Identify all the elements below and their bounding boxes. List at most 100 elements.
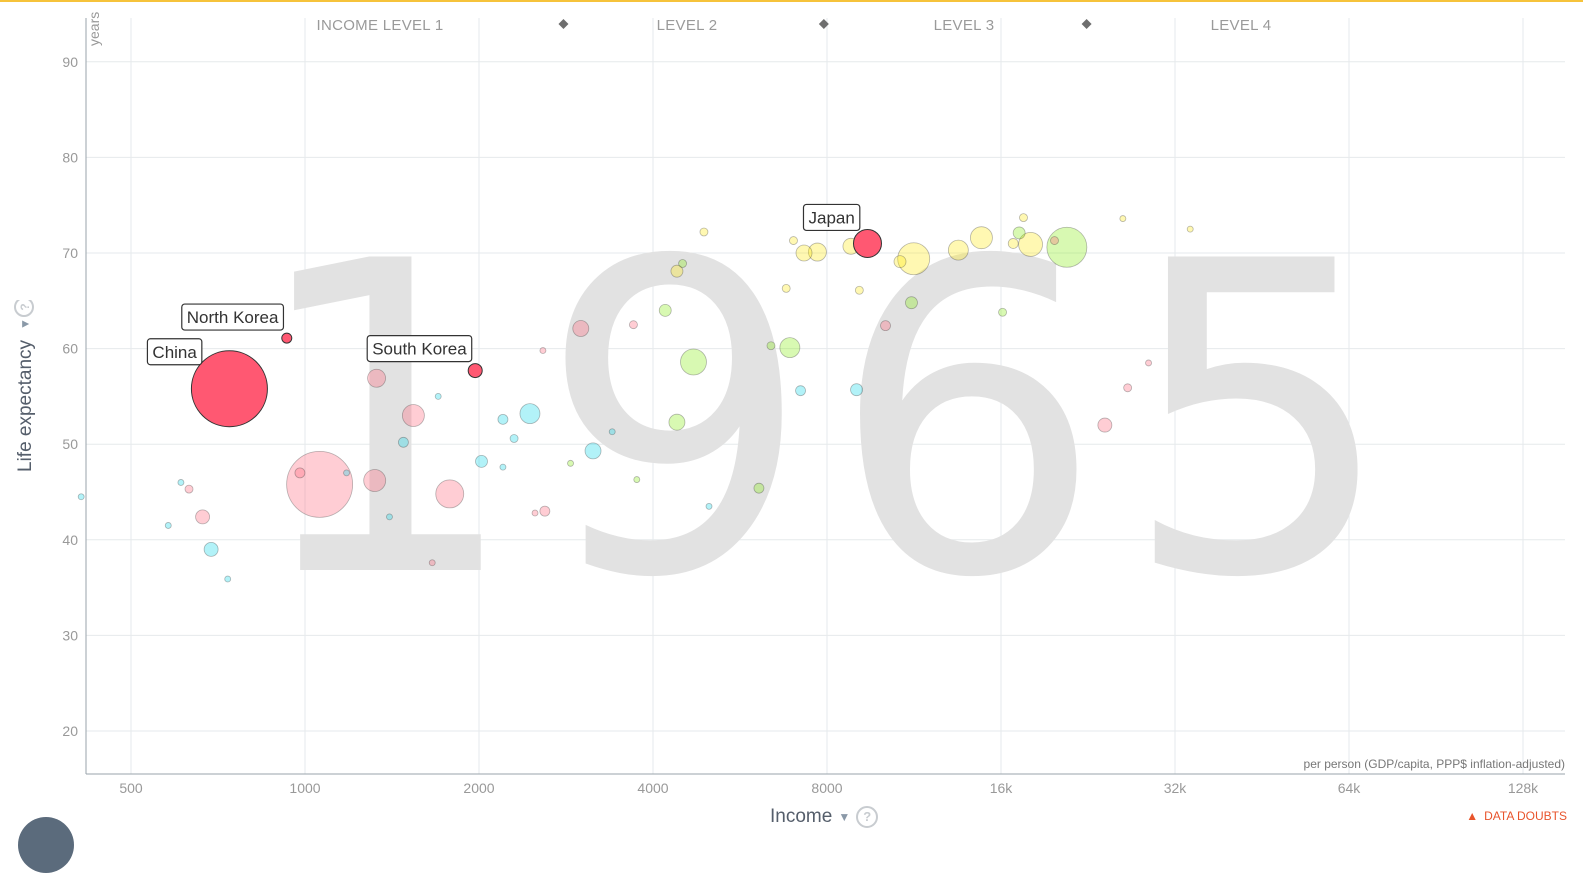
bubble-africa	[497, 413, 509, 425]
income-level-4-label: LEVEL 4	[1211, 17, 1272, 34]
bubble-africa	[386, 513, 393, 521]
bubble-asia	[1097, 417, 1113, 433]
bubble-europe	[1007, 238, 1019, 249]
bubble-asia	[1050, 236, 1059, 245]
bubble-asia	[363, 469, 387, 492]
bubble-asia	[1145, 359, 1152, 367]
x-tick-label: 32k	[1164, 780, 1188, 796]
bubble-asia	[401, 404, 425, 427]
bubble-label-box: Japan	[802, 203, 861, 232]
bubble-americas	[905, 296, 918, 310]
bubble-label-frame	[802, 203, 861, 232]
bubble-africa	[434, 392, 442, 400]
bubble-europe	[947, 239, 969, 261]
x-tick-label: 2000	[463, 780, 494, 796]
bubble-europe	[789, 236, 798, 245]
x-axis-title: Income	[770, 806, 833, 827]
menu-avatar-button[interactable]	[18, 817, 74, 873]
bubble-asia	[367, 368, 386, 388]
bubble-label-frame	[366, 334, 473, 363]
bubble-label-box: North Korea	[181, 303, 285, 331]
grid-lines	[86, 18, 1565, 774]
y-axis-caret-icon: ▼	[18, 318, 32, 330]
bubble-label-box: China	[146, 338, 203, 366]
bubble-europe	[808, 242, 827, 262]
bubble-europe	[1186, 225, 1194, 233]
y-tick-label: 60	[62, 341, 78, 357]
bubble-africa	[608, 428, 616, 436]
bubble-americas	[779, 337, 801, 359]
highlighted-bubble	[281, 332, 293, 344]
y-tick-label: 70	[62, 245, 78, 261]
bubble-americas	[1046, 226, 1088, 268]
bubble-asia	[531, 509, 539, 517]
bubble-americas	[753, 482, 765, 494]
bubble-asia	[629, 320, 638, 330]
bubble-europe	[854, 285, 864, 295]
bubble-africa	[850, 383, 863, 397]
bubble-asia	[435, 479, 465, 509]
x-tick-label: 128k	[1508, 780, 1539, 796]
x-axis-caret-icon: ▼	[838, 810, 851, 824]
year-background-text: 1965	[247, 172, 1413, 672]
y-tick-label: 20	[62, 723, 78, 739]
x-tick-label: 64k	[1338, 780, 1362, 796]
bubble-africa	[584, 442, 602, 460]
bubble-africa	[164, 522, 172, 529]
y-axis-title: Life expectancy	[15, 339, 36, 472]
bubble-label-box: South Korea	[366, 334, 473, 363]
bubbles	[77, 213, 1194, 583]
bubble-africa	[475, 455, 488, 468]
bubble-label-text: South Korea	[372, 340, 467, 359]
y-unit-label: years	[86, 12, 102, 46]
bubble-africa	[177, 479, 185, 486]
x-axis-title-control[interactable]: Income ▼ ?	[770, 803, 879, 831]
bubble-label-frame	[146, 338, 203, 366]
labeled-bubbles	[190, 228, 882, 428]
bubble-americas	[567, 459, 574, 467]
data-doubts-link[interactable]: ▲ DATA DOUBTS	[1466, 809, 1567, 823]
y-tick-label: 50	[62, 436, 78, 452]
bubble-africa	[519, 403, 541, 425]
bubble-asia	[539, 505, 551, 517]
y-axis-title-control[interactable]: Life expectancy ▼ ?	[4, 297, 40, 480]
bubble-asia	[195, 509, 210, 525]
y-tick-label: 40	[62, 532, 78, 548]
bubble-label-frame	[181, 303, 285, 331]
bubble-europe	[1119, 215, 1127, 222]
bubble-europe	[795, 244, 813, 262]
bubble-americas	[658, 303, 672, 317]
y-tick-label: 80	[62, 149, 78, 165]
bubble-africa	[705, 502, 713, 510]
income-level-3-label: LEVEL 3	[934, 17, 995, 34]
bubble-americas	[998, 307, 1007, 317]
units-note: per person (GDP/capita, PPP$ inflation-a…	[1303, 757, 1565, 771]
x-tick-label: 8000	[811, 780, 842, 796]
bubble-africa	[343, 469, 350, 477]
bubble-americas	[680, 348, 707, 376]
income-level-header: INCOME LEVEL 1 LEVEL 2 LEVEL 3 LEVEL 4	[316, 17, 1271, 34]
highlighted-bubble	[852, 228, 882, 258]
level-marker-diamond	[1081, 19, 1092, 29]
bubble-americas	[678, 259, 687, 268]
x-tick-label: 1000	[289, 780, 320, 796]
bubble-africa	[795, 385, 806, 397]
highlighted-bubble	[190, 350, 268, 428]
warning-icon: ▲	[1466, 809, 1479, 823]
bubble-asia	[286, 450, 354, 518]
bubble-asia	[1123, 383, 1133, 393]
bubble-americas	[1012, 226, 1026, 240]
y-tick-label: 30	[62, 627, 78, 643]
bubble-asia	[428, 559, 436, 567]
bubble-americas	[766, 341, 776, 351]
bubble-europe	[970, 226, 993, 250]
bubble-europe	[670, 264, 684, 278]
bubble-europe	[781, 283, 791, 293]
level-marker-diamond	[818, 19, 829, 29]
x-help-icon[interactable]: ?	[856, 806, 879, 828]
x-tick-label: 16k	[990, 780, 1014, 796]
bubble-europe	[893, 255, 907, 269]
bubble-americas	[633, 476, 641, 483]
y-tick-label: 90	[62, 54, 78, 70]
bubble-asia	[294, 467, 306, 479]
